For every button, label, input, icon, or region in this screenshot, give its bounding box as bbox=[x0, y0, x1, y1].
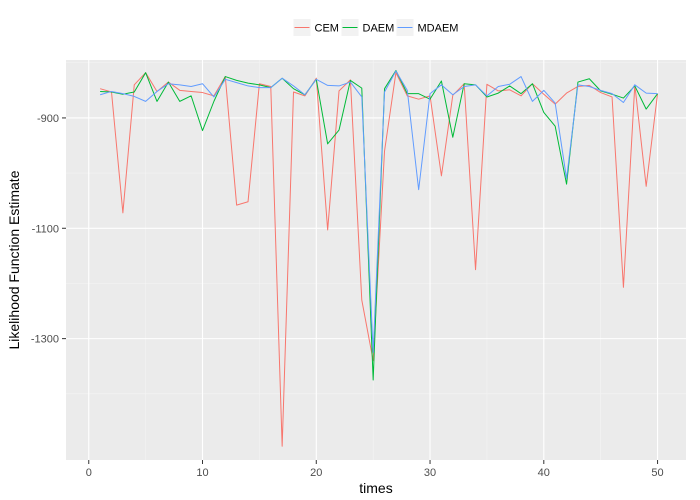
x-tick-label: 0 bbox=[86, 467, 92, 479]
series-line-cem bbox=[99, 72, 659, 447]
y-axis: -900 -1100 -1300 bbox=[31, 113, 66, 346]
y-axis-title: Likelihood Function Estimate bbox=[6, 170, 22, 349]
series-lines bbox=[99, 69, 659, 447]
x-tick-label: 40 bbox=[538, 467, 550, 479]
x-tick-label: 10 bbox=[196, 467, 208, 479]
legend-item-mdaem: MDAEM bbox=[396, 19, 459, 36]
legend-item-daem: DAEM bbox=[341, 19, 395, 36]
y-tick-label: -900 bbox=[37, 113, 59, 125]
legend-label: DAEM bbox=[363, 23, 395, 35]
x-axis: 0 10 20 30 40 50 bbox=[86, 460, 664, 479]
legend-item-cem: CEM bbox=[293, 19, 339, 36]
x-tick-label: 50 bbox=[651, 467, 663, 479]
legend: CEM DAEM MDAEM bbox=[293, 19, 459, 36]
series-line-mdaem bbox=[99, 70, 658, 353]
series-line-daem bbox=[100, 69, 658, 381]
legend-label: MDAEM bbox=[418, 23, 459, 35]
y-tick-label: -1100 bbox=[32, 223, 59, 235]
grid-minor bbox=[66, 60, 686, 460]
x-axis-title: times bbox=[359, 480, 392, 496]
x-tick-label: 30 bbox=[424, 467, 436, 479]
x-tick-label: 20 bbox=[310, 467, 322, 479]
plot-panel bbox=[66, 60, 686, 460]
legend-label: CEM bbox=[315, 23, 339, 35]
grid-major bbox=[66, 60, 686, 460]
y-tick-label: -1300 bbox=[31, 334, 59, 346]
